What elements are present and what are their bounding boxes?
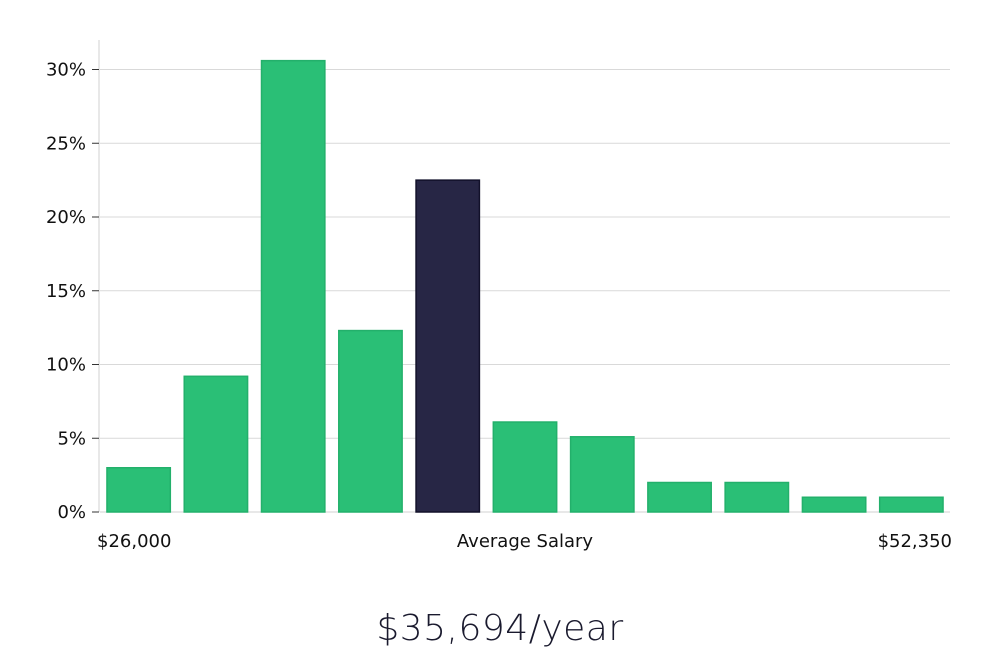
x-label-max: $52,350 <box>878 531 952 552</box>
bar-3 <box>338 329 403 513</box>
y-tick-label-20: 20% <box>46 207 86 228</box>
y-axis: 0% 5% 10% 15% 20% 25% 30% <box>46 40 100 523</box>
y-tick-label-25: 25% <box>46 133 86 154</box>
salary-histogram-chart: 0% 5% 10% 15% 20% 25% 30% $26,000 Average Sala… <box>46 40 952 552</box>
bar-average-salary <box>415 179 481 513</box>
bar-2 <box>260 59 326 513</box>
bar-10 <box>878 496 944 513</box>
bar-6 <box>569 436 635 513</box>
bar-8 <box>724 481 790 513</box>
bar-9 <box>801 496 867 513</box>
y-tick-label-0: 0% <box>57 502 86 523</box>
bar-1 <box>183 375 249 513</box>
bar-5 <box>492 421 558 513</box>
x-axis: $26,000 Average Salary $52,350 <box>97 531 952 552</box>
y-tick-label-30: 30% <box>46 60 86 81</box>
y-tick-label-15: 15% <box>46 281 86 302</box>
y-tick-label-10: 10% <box>46 355 86 376</box>
bar-7 <box>647 481 712 513</box>
average-salary-value: $35,694/year <box>376 608 624 649</box>
x-label-center: Average Salary <box>457 531 594 552</box>
bar-0 <box>106 467 172 513</box>
y-tick-label-5: 5% <box>57 428 86 449</box>
bars-layer <box>106 59 944 513</box>
x-label-min: $26,000 <box>97 531 171 552</box>
